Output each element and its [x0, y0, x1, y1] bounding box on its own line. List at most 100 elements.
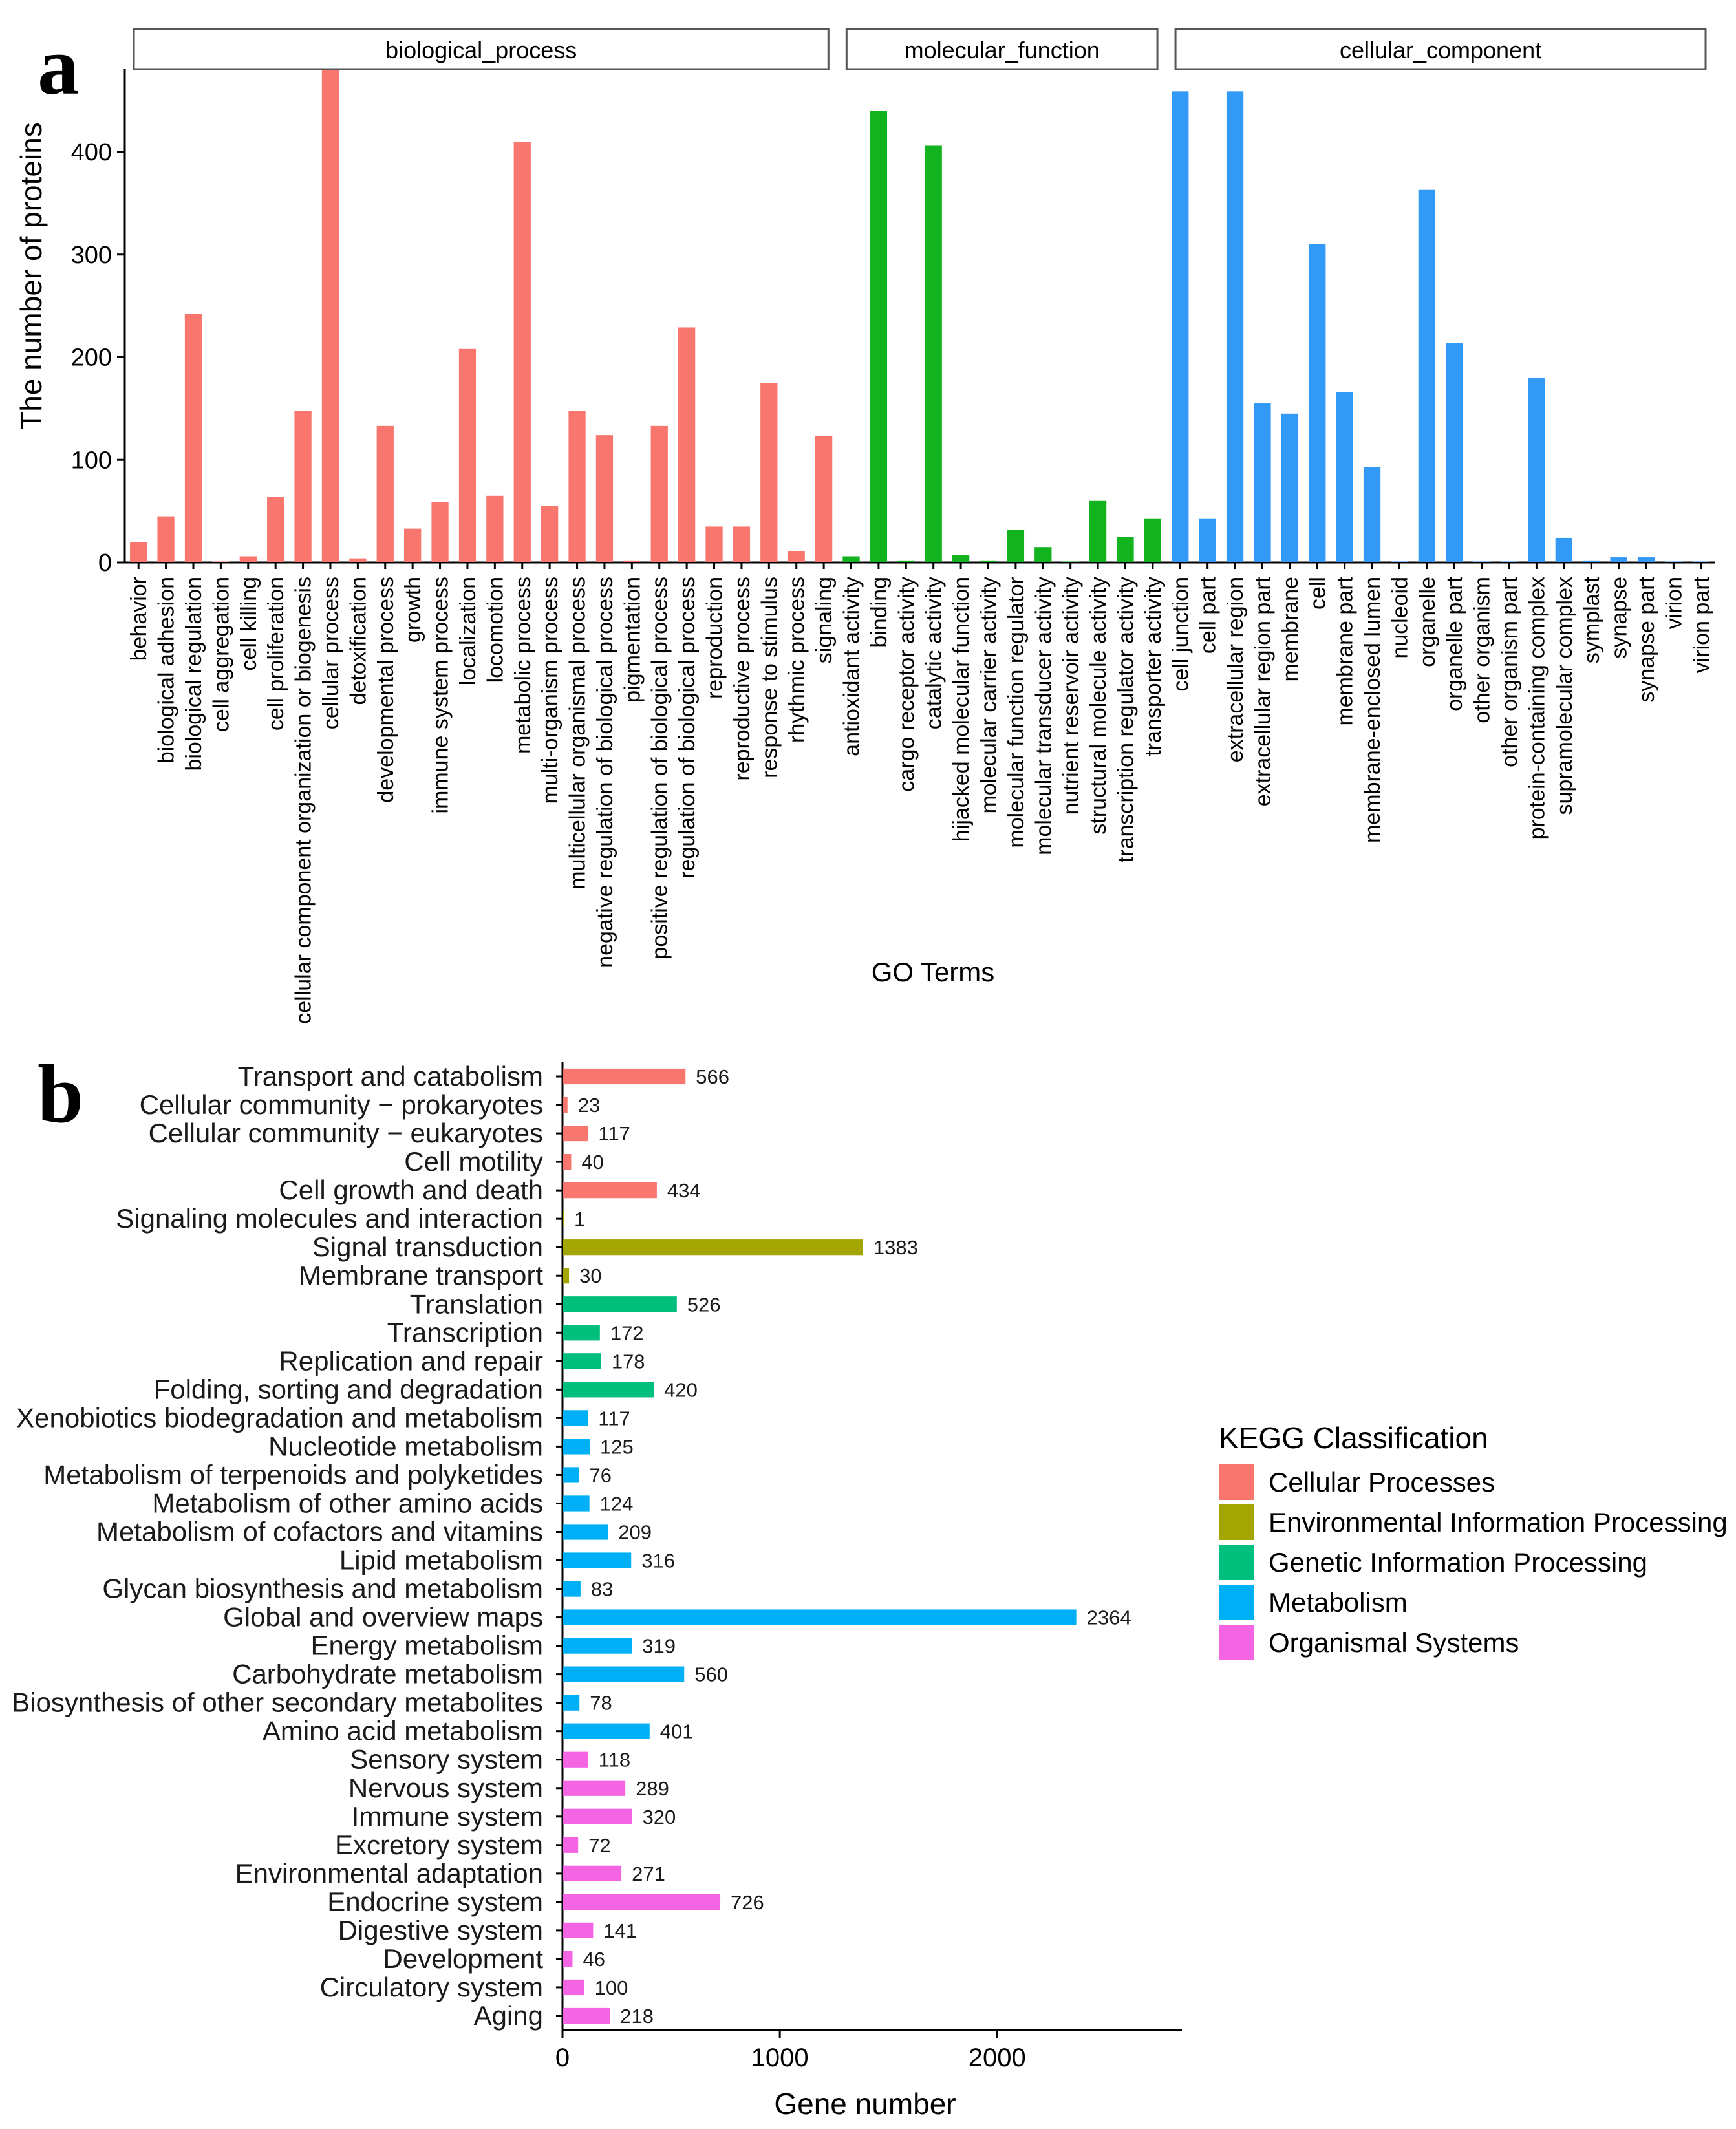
x-tick-label: extracellular region part: [1250, 576, 1275, 806]
x-tick-label: cell junction: [1168, 577, 1193, 692]
value-label: 726: [731, 1891, 764, 1914]
value-label: 72: [588, 1834, 610, 1857]
y-tick-label: 0: [98, 550, 112, 577]
bar: [563, 1837, 579, 1853]
y-tick-label: 200: [71, 345, 112, 372]
panel-a-y-axis-title: The number of proteins: [14, 122, 48, 430]
x-tick-label: biological adhesion: [155, 577, 179, 764]
category-label: Cellular community − eukaryotes: [149, 1118, 543, 1148]
value-label: 526: [687, 1293, 721, 1316]
panel-a-go-chart: a biological_process molecular_function ce…: [14, 20, 1715, 1024]
category-label: Metabolism of terpenoids and polyketides: [43, 1459, 543, 1490]
bar: [1528, 378, 1545, 562]
facet-strip-label: cellular_component: [1340, 37, 1541, 63]
category-label: Lipid metabolism: [339, 1545, 543, 1576]
category-label: Cell motility: [404, 1146, 543, 1177]
value-label: 218: [620, 2005, 654, 2027]
bar: [1034, 547, 1052, 562]
bar: [563, 1751, 588, 1768]
value-label: 401: [660, 1720, 694, 1743]
bar: [563, 1182, 657, 1199]
bar: [563, 1467, 579, 1483]
y-tick-label: 300: [71, 242, 112, 269]
category-label: Aging: [474, 2000, 543, 2031]
bar: [568, 411, 586, 562]
bar: [1007, 530, 1025, 562]
bar: [563, 1581, 581, 1597]
value-label: 320: [643, 1806, 676, 1828]
bar: [563, 1239, 863, 1256]
x-tick-label: cell part: [1196, 576, 1221, 654]
bar: [563, 1153, 572, 1170]
bar: [1199, 518, 1216, 562]
value-label: 178: [612, 1350, 645, 1373]
bar: [733, 526, 751, 562]
x-tick-label: other organism: [1470, 577, 1495, 723]
legend-label: Cellular Processes: [1269, 1467, 1495, 1497]
x-tick-label: binding: [867, 577, 892, 648]
panel-a-label: a: [38, 20, 79, 112]
panel-b-label: b: [38, 1048, 83, 1140]
bar: [376, 425, 394, 562]
category-label: Translation: [410, 1289, 543, 1319]
category-label: Environmental adaptation: [235, 1858, 543, 1888]
x-tick-label: molecular function regulator: [1004, 577, 1029, 848]
value-label: 319: [642, 1635, 676, 1658]
bar: [678, 327, 696, 562]
category-label: Cellular community − prokaryotes: [140, 1089, 543, 1120]
x-tick-label: rhythmic process: [785, 577, 809, 743]
bar: [563, 1439, 590, 1455]
category-label: Nucleotide metabolism: [268, 1431, 543, 1461]
category-label: Excretory system: [335, 1830, 543, 1860]
value-label: 141: [603, 1920, 637, 1942]
legend-label: Organismal Systems: [1269, 1627, 1519, 1658]
value-label: 434: [667, 1179, 701, 1202]
x-tick-label: nucleoid: [1388, 577, 1412, 659]
x-tick-label: hijacked molecular function: [949, 577, 974, 842]
value-label: 83: [591, 1578, 613, 1601]
value-label: 316: [641, 1550, 675, 1572]
bar: [563, 1097, 568, 1113]
bar: [1391, 561, 1408, 562]
value-label: 124: [600, 1492, 634, 1515]
bar: [563, 1951, 573, 1967]
category-label: Energy metabolism: [311, 1631, 543, 1661]
bar: [404, 528, 422, 562]
category-label: Amino acid metabolism: [263, 1716, 543, 1746]
category-label: Circulatory system: [320, 1972, 543, 2002]
category-label: Xenobiotics biodegradation and metabolis…: [16, 1402, 543, 1433]
facet-strip-label: biological_process: [385, 37, 577, 63]
legend-label: Genetic Information Processing: [1269, 1547, 1647, 1578]
legend-label: Environmental Information Processing: [1269, 1507, 1728, 1537]
value-label: 76: [590, 1464, 612, 1486]
category-label: Metabolism of other amino acids: [152, 1488, 543, 1518]
value-label: 289: [636, 1777, 669, 1800]
legend-swatch: [1219, 1625, 1254, 1660]
category-label: Folding, sorting and degradation: [154, 1374, 543, 1404]
value-label: 46: [583, 1948, 605, 1971]
x-tick-label: synapse part: [1634, 576, 1659, 702]
legend-swatch: [1219, 1545, 1254, 1580]
x-tick-label: cell aggregation: [209, 577, 233, 732]
bar: [925, 145, 942, 563]
bar: [897, 560, 915, 562]
category-label: Sensory system: [350, 1744, 543, 1775]
panel-a-x-tick-labels: behavior biological adhesion biological re…: [127, 562, 1714, 1024]
bar: [1363, 467, 1381, 562]
value-label: 23: [578, 1094, 600, 1117]
category-label: Signal transduction: [312, 1232, 543, 1262]
bar: [563, 1068, 686, 1085]
bar: [1062, 561, 1079, 562]
x-tick-label: localization: [456, 577, 480, 685]
value-label: 118: [599, 1749, 630, 1771]
bar: [157, 516, 175, 562]
bar: [1144, 518, 1162, 562]
category-label: Replication and repair: [279, 1345, 543, 1376]
category-label: Immune system: [352, 1801, 543, 1832]
bar: [563, 1638, 632, 1654]
bar: [705, 526, 723, 562]
category-label: Metabolism of cofactors and vitamins: [96, 1516, 543, 1546]
x-tick-label: regulation of biological process: [675, 577, 700, 879]
bar: [980, 560, 997, 562]
